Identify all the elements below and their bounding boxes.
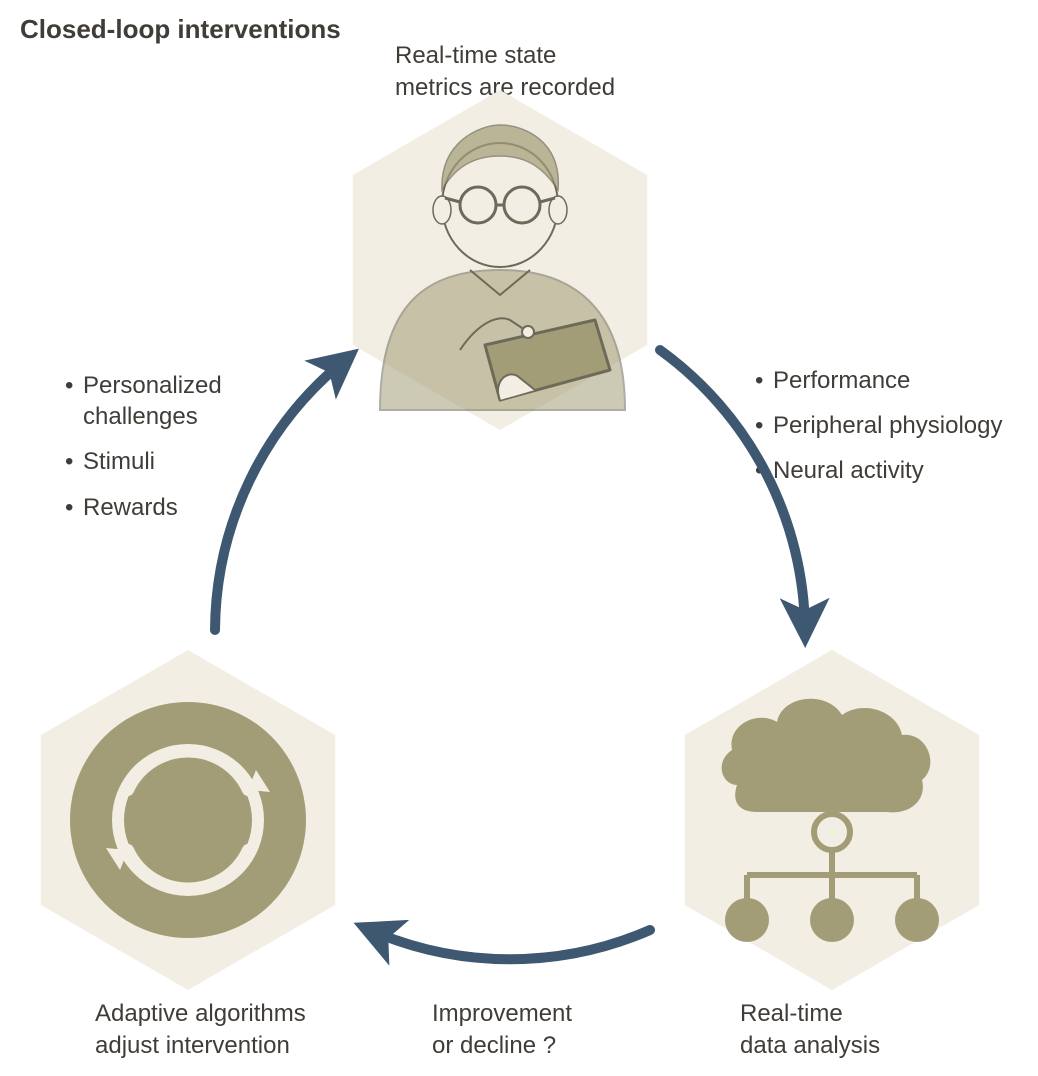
arrow-right-to-left	[370, 930, 650, 959]
arrow-top-to-right	[660, 350, 805, 630]
arrow-left-to-top	[215, 360, 345, 630]
diagram-canvas	[0, 0, 1038, 1076]
refresh-disc-icon	[70, 702, 306, 938]
